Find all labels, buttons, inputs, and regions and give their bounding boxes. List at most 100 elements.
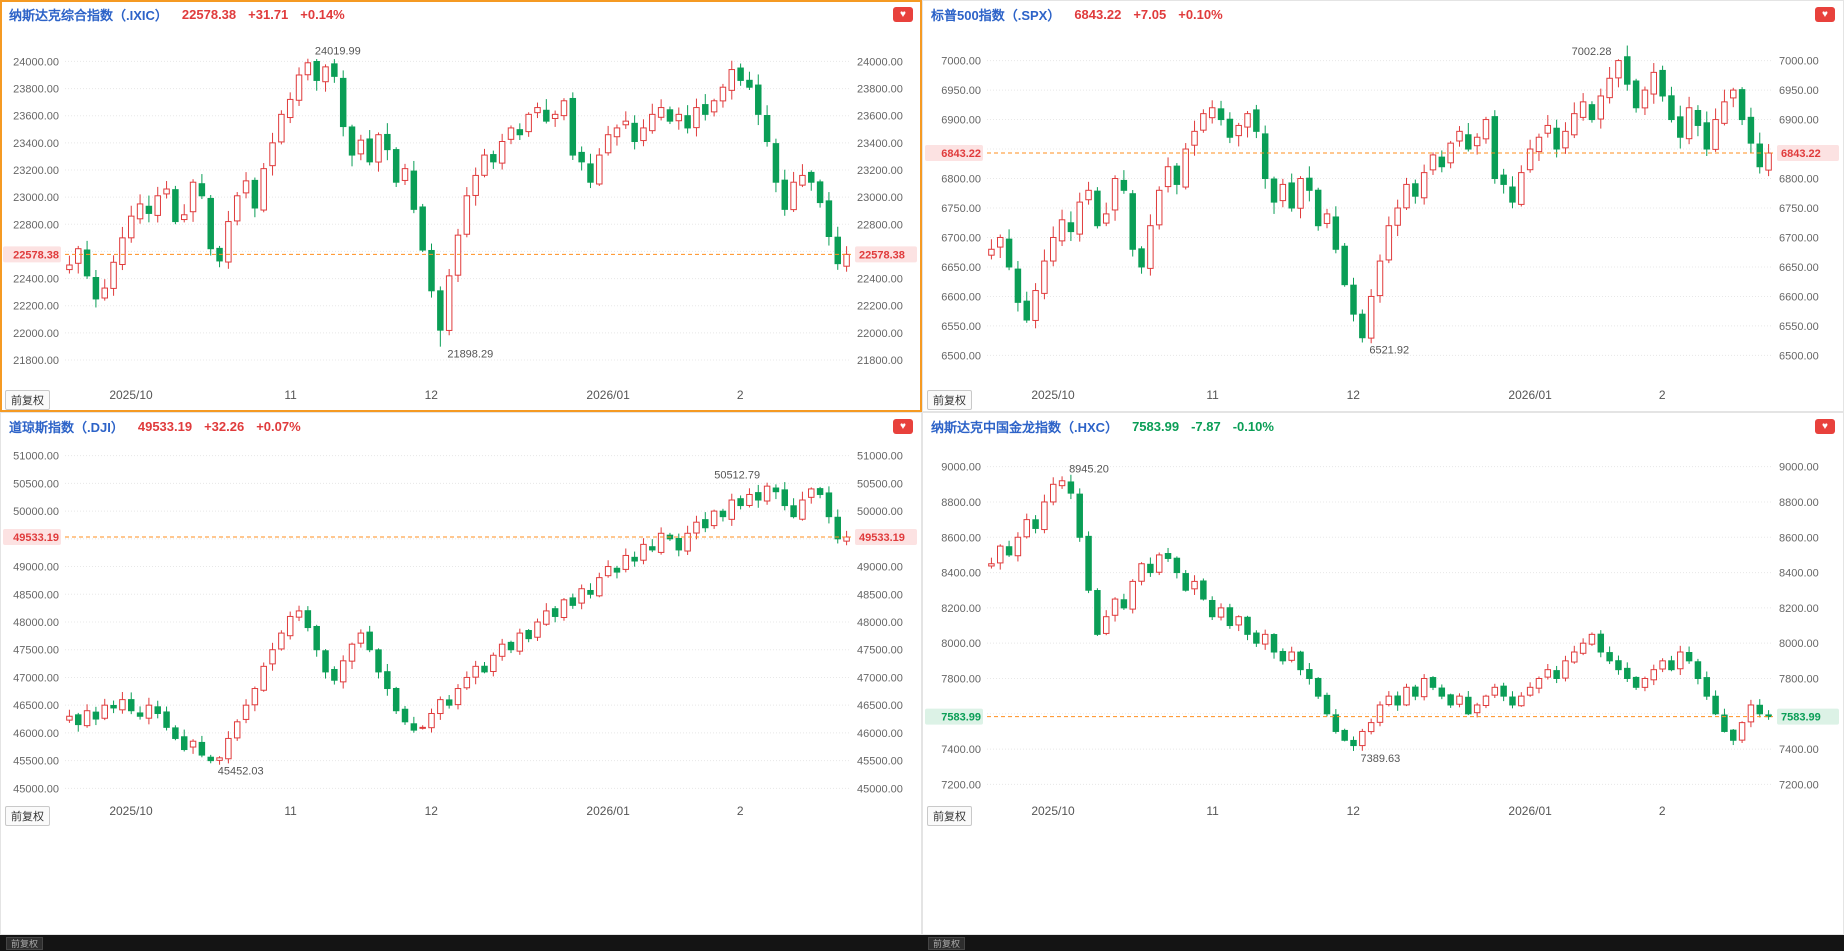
svg-text:7800.00: 7800.00 <box>1779 673 1819 685</box>
svg-text:21800.00: 21800.00 <box>857 355 903 367</box>
svg-text:6800.00: 6800.00 <box>1779 174 1819 186</box>
svg-text:7000.00: 7000.00 <box>941 56 981 68</box>
index-change-pct: +0.07% <box>256 418 301 434</box>
svg-text:50500.00: 50500.00 <box>13 478 59 490</box>
candlestick-chart[interactable]: 51000.00 51000.00 50500.00 50500.00 50000.00… <box>1 439 921 829</box>
svg-text:8600.00: 8600.00 <box>1779 532 1819 544</box>
svg-text:6750.00: 6750.00 <box>1779 203 1819 215</box>
adjust-mode-button[interactable]: 前复权 <box>5 390 50 410</box>
svg-text:7800.00: 7800.00 <box>941 673 981 685</box>
svg-text:49533.19: 49533.19 <box>859 532 905 544</box>
svg-text:7200.00: 7200.00 <box>941 779 981 791</box>
svg-text:6700.00: 6700.00 <box>1779 232 1819 244</box>
panel-hxc[interactable]: 纳斯达克中国金龙指数 （.HXC） 7583.99 -7.87 -0.10% ♥… <box>922 412 1844 935</box>
favorite-heart-icon[interactable]: ♥ <box>1815 418 1835 434</box>
svg-text:2025/10: 2025/10 <box>109 804 153 818</box>
svg-text:12: 12 <box>425 388 439 402</box>
adjust-mode-button[interactable]: 前复权 <box>5 806 50 826</box>
svg-text:8400.00: 8400.00 <box>1779 568 1819 580</box>
y-axis-labels: 24000.00 24000.00 23800.00 23800.00 23600.00… <box>13 56 903 367</box>
svg-text:7583.99: 7583.99 <box>941 712 981 724</box>
svg-text:21800.00: 21800.00 <box>13 355 59 367</box>
svg-text:23800.00: 23800.00 <box>857 84 903 96</box>
candlestick-chart[interactable]: 9000.00 9000.00 8800.00 8800.00 8600.00 8600.… <box>923 439 1843 829</box>
index-change: +31.71 <box>248 6 289 22</box>
panel-ixic[interactable]: 纳斯达克综合指数 （.IXIC） 22578.38 +31.71 +0.14% … <box>0 0 922 412</box>
svg-text:7200.00: 7200.00 <box>1779 779 1819 791</box>
svg-text:23600.00: 23600.00 <box>13 111 59 123</box>
x-axis-labels: 2025/10 11 12 2026/01 2 <box>109 388 744 402</box>
svg-text:12: 12 <box>1347 804 1361 818</box>
extreme-annotations: 24019.99 21898.29 <box>315 46 493 361</box>
current-price-badges: 6843.22 6843.22 <box>925 145 1839 162</box>
favorite-heart-icon[interactable]: ♥ <box>893 6 913 22</box>
candles <box>988 45 1772 344</box>
svg-text:22000.00: 22000.00 <box>13 328 59 340</box>
svg-text:8200.00: 8200.00 <box>941 603 981 615</box>
svg-text:8200.00: 8200.00 <box>1779 603 1819 615</box>
svg-text:23200.00: 23200.00 <box>13 165 59 177</box>
svg-text:24019.99: 24019.99 <box>315 46 361 58</box>
svg-text:12: 12 <box>425 804 439 818</box>
candles <box>66 482 850 765</box>
index-code: （.IXIC） <box>113 7 168 23</box>
panel-header: 标普500指数 （.SPX） 6843.22 +7.05 +0.10% ♥ <box>923 1 1843 27</box>
svg-text:23000.00: 23000.00 <box>857 192 903 204</box>
candlestick-chart[interactable]: 7000.00 7000.00 6950.00 6950.00 6900.00 6900.… <box>923 27 1843 411</box>
svg-text:9000.00: 9000.00 <box>941 462 981 474</box>
svg-text:8945.20: 8945.20 <box>1069 463 1109 475</box>
bottom-bar-right: 前复权 <box>922 935 1844 951</box>
panel-header: 纳斯达克综合指数 （.IXIC） 22578.38 +31.71 +0.14% … <box>1 1 921 27</box>
index-name[interactable]: 纳斯达克中国金龙指数 <box>931 419 1062 435</box>
favorite-heart-icon[interactable]: ♥ <box>893 418 913 434</box>
svg-text:7002.28: 7002.28 <box>1572 46 1612 58</box>
candles <box>988 474 1772 751</box>
bottom-bar-left: 前复权 <box>0 935 922 951</box>
svg-text:22000.00: 22000.00 <box>857 328 903 340</box>
svg-text:23400.00: 23400.00 <box>857 138 903 150</box>
svg-text:46500.00: 46500.00 <box>857 700 903 712</box>
svg-text:50512.79: 50512.79 <box>714 470 760 482</box>
svg-text:47000.00: 47000.00 <box>857 672 903 684</box>
svg-text:48000.00: 48000.00 <box>857 617 903 629</box>
y-axis-labels: 51000.00 51000.00 50500.00 50500.00 50000.00… <box>13 451 903 796</box>
svg-text:6950.00: 6950.00 <box>1779 85 1819 97</box>
bottom-bar-adjust-button[interactable]: 前复权 <box>6 936 44 950</box>
index-name[interactable]: 道琼斯指数 <box>9 419 75 435</box>
svg-text:8400.00: 8400.00 <box>941 568 981 580</box>
index-change: -7.87 <box>1191 418 1221 434</box>
x-axis-labels: 2025/10 11 12 2026/01 2 <box>1031 804 1666 818</box>
panel-spx[interactable]: 标普500指数 （.SPX） 6843.22 +7.05 +0.10% ♥ 70… <box>922 0 1844 412</box>
index-change-pct: -0.10% <box>1232 418 1274 434</box>
svg-text:2: 2 <box>737 388 744 402</box>
svg-text:22200.00: 22200.00 <box>857 301 903 313</box>
adjust-mode-button[interactable]: 前复权 <box>927 390 972 410</box>
panel-dji[interactable]: 道琼斯指数 （.DJI） 49533.19 +32.26 +0.07% ♥ 51… <box>0 412 922 935</box>
svg-text:51000.00: 51000.00 <box>857 451 903 463</box>
extreme-annotations: 50512.79 45452.03 <box>218 470 760 778</box>
index-name[interactable]: 纳斯达克综合指数 <box>9 7 114 23</box>
index-price: 6843.22 <box>1074 6 1122 22</box>
svg-text:22400.00: 22400.00 <box>857 274 903 286</box>
favorite-heart-icon[interactable]: ♥ <box>1815 6 1835 22</box>
bottom-bar-adjust-button[interactable]: 前复权 <box>928 936 966 950</box>
svg-text:8000.00: 8000.00 <box>941 638 981 650</box>
extreme-annotations: 8945.20 7389.63 <box>1069 463 1400 765</box>
svg-text:6700.00: 6700.00 <box>941 232 981 244</box>
svg-text:22800.00: 22800.00 <box>857 219 903 231</box>
index-name[interactable]: 标普500指数 <box>931 7 1005 23</box>
svg-text:50000.00: 50000.00 <box>13 506 59 518</box>
candlestick-chart[interactable]: 24000.00 24000.00 23800.00 23800.00 23600.00… <box>1 27 921 411</box>
svg-text:47500.00: 47500.00 <box>13 645 59 657</box>
svg-text:23000.00: 23000.00 <box>13 192 59 204</box>
svg-text:21898.29: 21898.29 <box>447 349 493 361</box>
svg-text:11: 11 <box>284 804 297 818</box>
x-axis-labels: 2025/10 11 12 2026/01 2 <box>109 804 744 818</box>
svg-text:6521.92: 6521.92 <box>1369 344 1409 356</box>
current-price-badges: 7583.99 7583.99 <box>925 708 1839 725</box>
svg-text:22578.38: 22578.38 <box>13 249 59 261</box>
svg-text:2026/01: 2026/01 <box>586 804 630 818</box>
svg-text:9000.00: 9000.00 <box>1779 462 1819 474</box>
adjust-mode-button[interactable]: 前复权 <box>927 806 972 826</box>
